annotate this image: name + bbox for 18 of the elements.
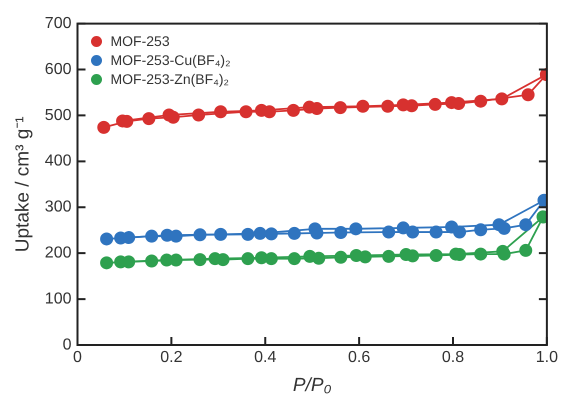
x-tick-label: 1.0	[536, 349, 558, 366]
y-tick-label: 400	[44, 152, 72, 170]
legend-label: MOF-253	[110, 32, 170, 51]
x-tick-label: 0.2	[160, 349, 183, 366]
x-tick-label: 0.8	[442, 349, 464, 366]
x-tick-label: 0.6	[348, 349, 370, 366]
y-tick-label: 700	[44, 15, 72, 32]
y-tick-label: 100	[44, 290, 72, 308]
y-axis-title: Uptake / cm³ g⁻¹	[12, 116, 34, 252]
x-tick-label: 0.4	[254, 349, 276, 366]
y-tick-label: 500	[44, 106, 72, 124]
legend-label: MOF-253-Cu(BF₄)₂	[110, 50, 231, 70]
x-axis-title: P/P₀	[292, 374, 332, 396]
y-tick-label: 300	[44, 198, 72, 216]
y-tick-label: 200	[44, 244, 72, 262]
legend-label: MOF-253-Zn(BF₄)₂	[110, 70, 229, 89]
y-tick-label: 0	[62, 336, 72, 354]
y-tick-label: 600	[44, 60, 72, 78]
